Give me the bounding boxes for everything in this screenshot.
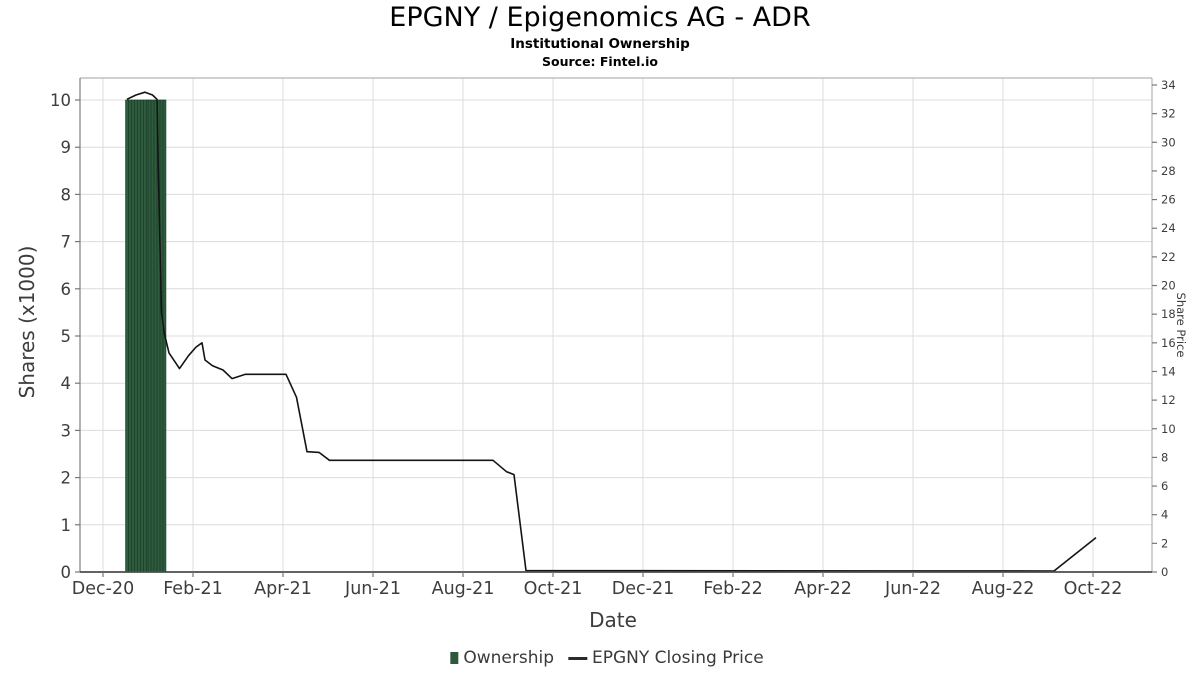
left-tick-label: 3: [61, 421, 72, 440]
x-tick-label: Aug-22: [972, 579, 1035, 599]
price-line: [126, 91, 1097, 572]
x-tick-label: Feb-21: [163, 579, 223, 599]
right-tick-label: 6: [1161, 479, 1168, 493]
ownership-bar: [125, 99, 129, 573]
left-axis-title: Shares (x1000): [15, 245, 39, 399]
x-tick-label: Jun-21: [344, 579, 401, 599]
ownership-bar: [150, 99, 155, 573]
right-tick-label: 14: [1161, 364, 1176, 378]
right-tick-label: 10: [1161, 422, 1176, 436]
right-tick-label: 18: [1161, 307, 1176, 321]
x-axis-title: Date: [589, 608, 637, 632]
right-tick-label: 8: [1161, 450, 1168, 464]
ownership-bar: [159, 99, 164, 573]
legend-item-price: EPGNY Closing Price: [567, 648, 764, 668]
left-tick-label: 6: [61, 280, 72, 299]
left-tick-label: 8: [61, 185, 72, 204]
left-tick-label: 10: [50, 91, 71, 110]
right-tick-label: 22: [1161, 250, 1176, 264]
right-tick-label: 20: [1161, 279, 1176, 293]
right-tick-label: 32: [1161, 107, 1176, 121]
left-tick-label: 9: [61, 138, 72, 157]
right-tick-label: 24: [1161, 221, 1176, 235]
right-tick-label: 2: [1161, 536, 1168, 550]
left-tick-label: 1: [61, 516, 72, 535]
right-axis-title: Share Price: [1174, 292, 1188, 358]
ownership-bar: [134, 99, 138, 573]
ownership-bar: [143, 99, 147, 573]
x-tick-label: Dec-21: [612, 579, 674, 599]
right-tick-label: 16: [1161, 336, 1176, 350]
left-tick-label: 0: [61, 563, 72, 582]
right-tick-label: 26: [1161, 193, 1176, 207]
x-tick-label: Dec-20: [72, 579, 134, 599]
x-tick-label: Aug-21: [432, 579, 495, 599]
ownership-bar: [137, 99, 141, 573]
x-tick-label: Jun-22: [884, 579, 941, 599]
ownership-bar: [140, 99, 144, 573]
ownership-bar: [153, 99, 158, 573]
x-tick-label: Oct-21: [524, 579, 583, 599]
right-tick-label: 12: [1161, 393, 1176, 407]
x-tick-label: Oct-22: [1064, 579, 1123, 599]
legend-item-ownership: Ownership: [450, 648, 554, 668]
right-tick-label: 0: [1161, 565, 1168, 579]
left-tick-label: 4: [61, 374, 72, 393]
x-tick-label: Apr-22: [794, 579, 852, 599]
right-tick-label: 34: [1161, 78, 1176, 92]
left-tick-label: 7: [61, 233, 72, 252]
right-tick-label: 4: [1161, 508, 1168, 522]
right-tick-label: 28: [1161, 164, 1176, 178]
chart-subtitle: Institutional Ownership: [510, 36, 690, 53]
left-tick-label: 2: [61, 469, 72, 488]
x-tick-label: Apr-21: [254, 579, 312, 599]
ownership-bar: [131, 99, 135, 573]
left-tick-label: 5: [61, 327, 72, 346]
price-line-swatch-icon: [567, 656, 587, 660]
x-tick-label: Feb-22: [703, 579, 763, 599]
legend: Ownership EPGNY Closing Price: [450, 648, 764, 668]
legend-label-price: EPGNY Closing Price: [591, 648, 764, 668]
ownership-bar: [128, 99, 132, 573]
chart-source: Source: Fintel.io: [542, 54, 658, 70]
legend-label-ownership: Ownership: [463, 648, 554, 668]
ownership-swatch-icon: [450, 652, 459, 664]
chart-header: EPGNY / Epigenomics AG - ADR Institution…: [0, 2, 1200, 69]
right-tick-label: 30: [1161, 135, 1176, 149]
ownership-bar: [147, 99, 152, 573]
chart-title: EPGNY / Epigenomics AG - ADR: [389, 2, 811, 33]
